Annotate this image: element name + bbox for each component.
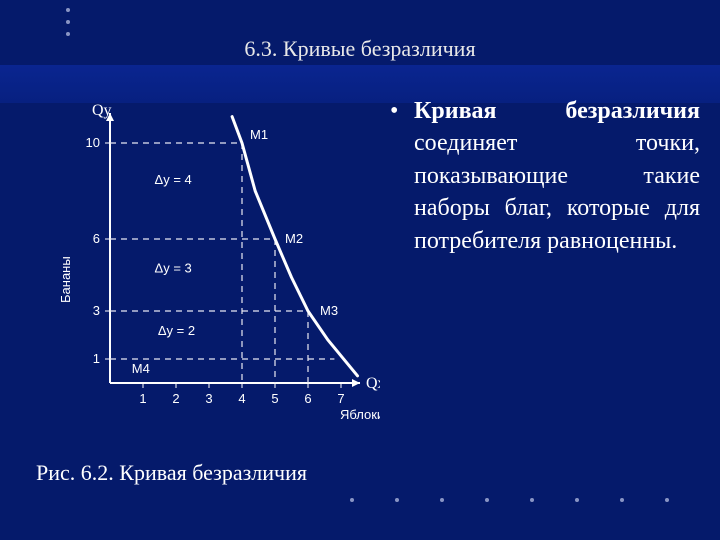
svg-text:M2: M2	[285, 231, 303, 246]
svg-text:M3: M3	[320, 303, 338, 318]
bullet-icon: •	[390, 95, 408, 127]
svg-text:3: 3	[205, 391, 212, 406]
svg-text:Qy: Qy	[92, 103, 112, 119]
svg-text:1: 1	[93, 351, 100, 366]
svg-text:1: 1	[139, 391, 146, 406]
svg-text:Бананы: Бананы	[60, 256, 73, 303]
content-area: Qx Qy 1 2 3 4 5 6 7 1 3 6 10 Яблоки Бананы Δy = 4 Δy = 3…	[0, 95, 720, 540]
slide-title: 6.3. Кривые безразличия	[0, 36, 720, 62]
definition-rest: соединяет точки, показывающие такие набо…	[414, 130, 700, 253]
deco-dot	[620, 498, 624, 502]
deco-dot	[66, 20, 70, 24]
svg-text:4: 4	[238, 391, 245, 406]
svg-text:5: 5	[271, 391, 278, 406]
svg-text:2: 2	[172, 391, 179, 406]
deco-dot	[530, 498, 534, 502]
chart-svg: Qx Qy 1 2 3 4 5 6 7 1 3 6 10 Яблоки Бананы Δy = 4 Δy = 3…	[60, 103, 380, 433]
indifference-curve-chart: Qx Qy 1 2 3 4 5 6 7 1 3 6 10 Яблоки Бананы Δy = 4 Δy = 3…	[60, 103, 380, 433]
svg-text:10: 10	[86, 135, 100, 150]
figure-caption: Рис. 6.2. Кривая безразличия	[36, 460, 307, 486]
svg-text:Qx: Qx	[366, 375, 380, 392]
svg-text:3: 3	[93, 303, 100, 318]
deco-dot	[665, 498, 669, 502]
definition-paragraph: Кривая безразличия соединяет точки, пока…	[414, 95, 700, 257]
svg-text:Яблоки: Яблоки	[340, 407, 380, 422]
deco-dot	[350, 498, 354, 502]
svg-text:M4: M4	[132, 361, 150, 376]
deco-dot	[440, 498, 444, 502]
deco-dot	[66, 8, 70, 12]
svg-text:7: 7	[337, 391, 344, 406]
svg-text:Δy = 2: Δy = 2	[158, 323, 195, 338]
deco-dot	[575, 498, 579, 502]
svg-text:Δy = 4: Δy = 4	[155, 172, 192, 187]
definition-text: • Кривая безразличия соединяет точки, по…	[390, 95, 700, 257]
svg-text:M1: M1	[250, 127, 268, 142]
deco-dot	[395, 498, 399, 502]
svg-text:6: 6	[93, 231, 100, 246]
svg-text:6: 6	[304, 391, 311, 406]
svg-text:Δy = 3: Δy = 3	[155, 261, 192, 276]
term-bold: Кривая безразличия	[414, 98, 700, 124]
deco-dot	[485, 498, 489, 502]
